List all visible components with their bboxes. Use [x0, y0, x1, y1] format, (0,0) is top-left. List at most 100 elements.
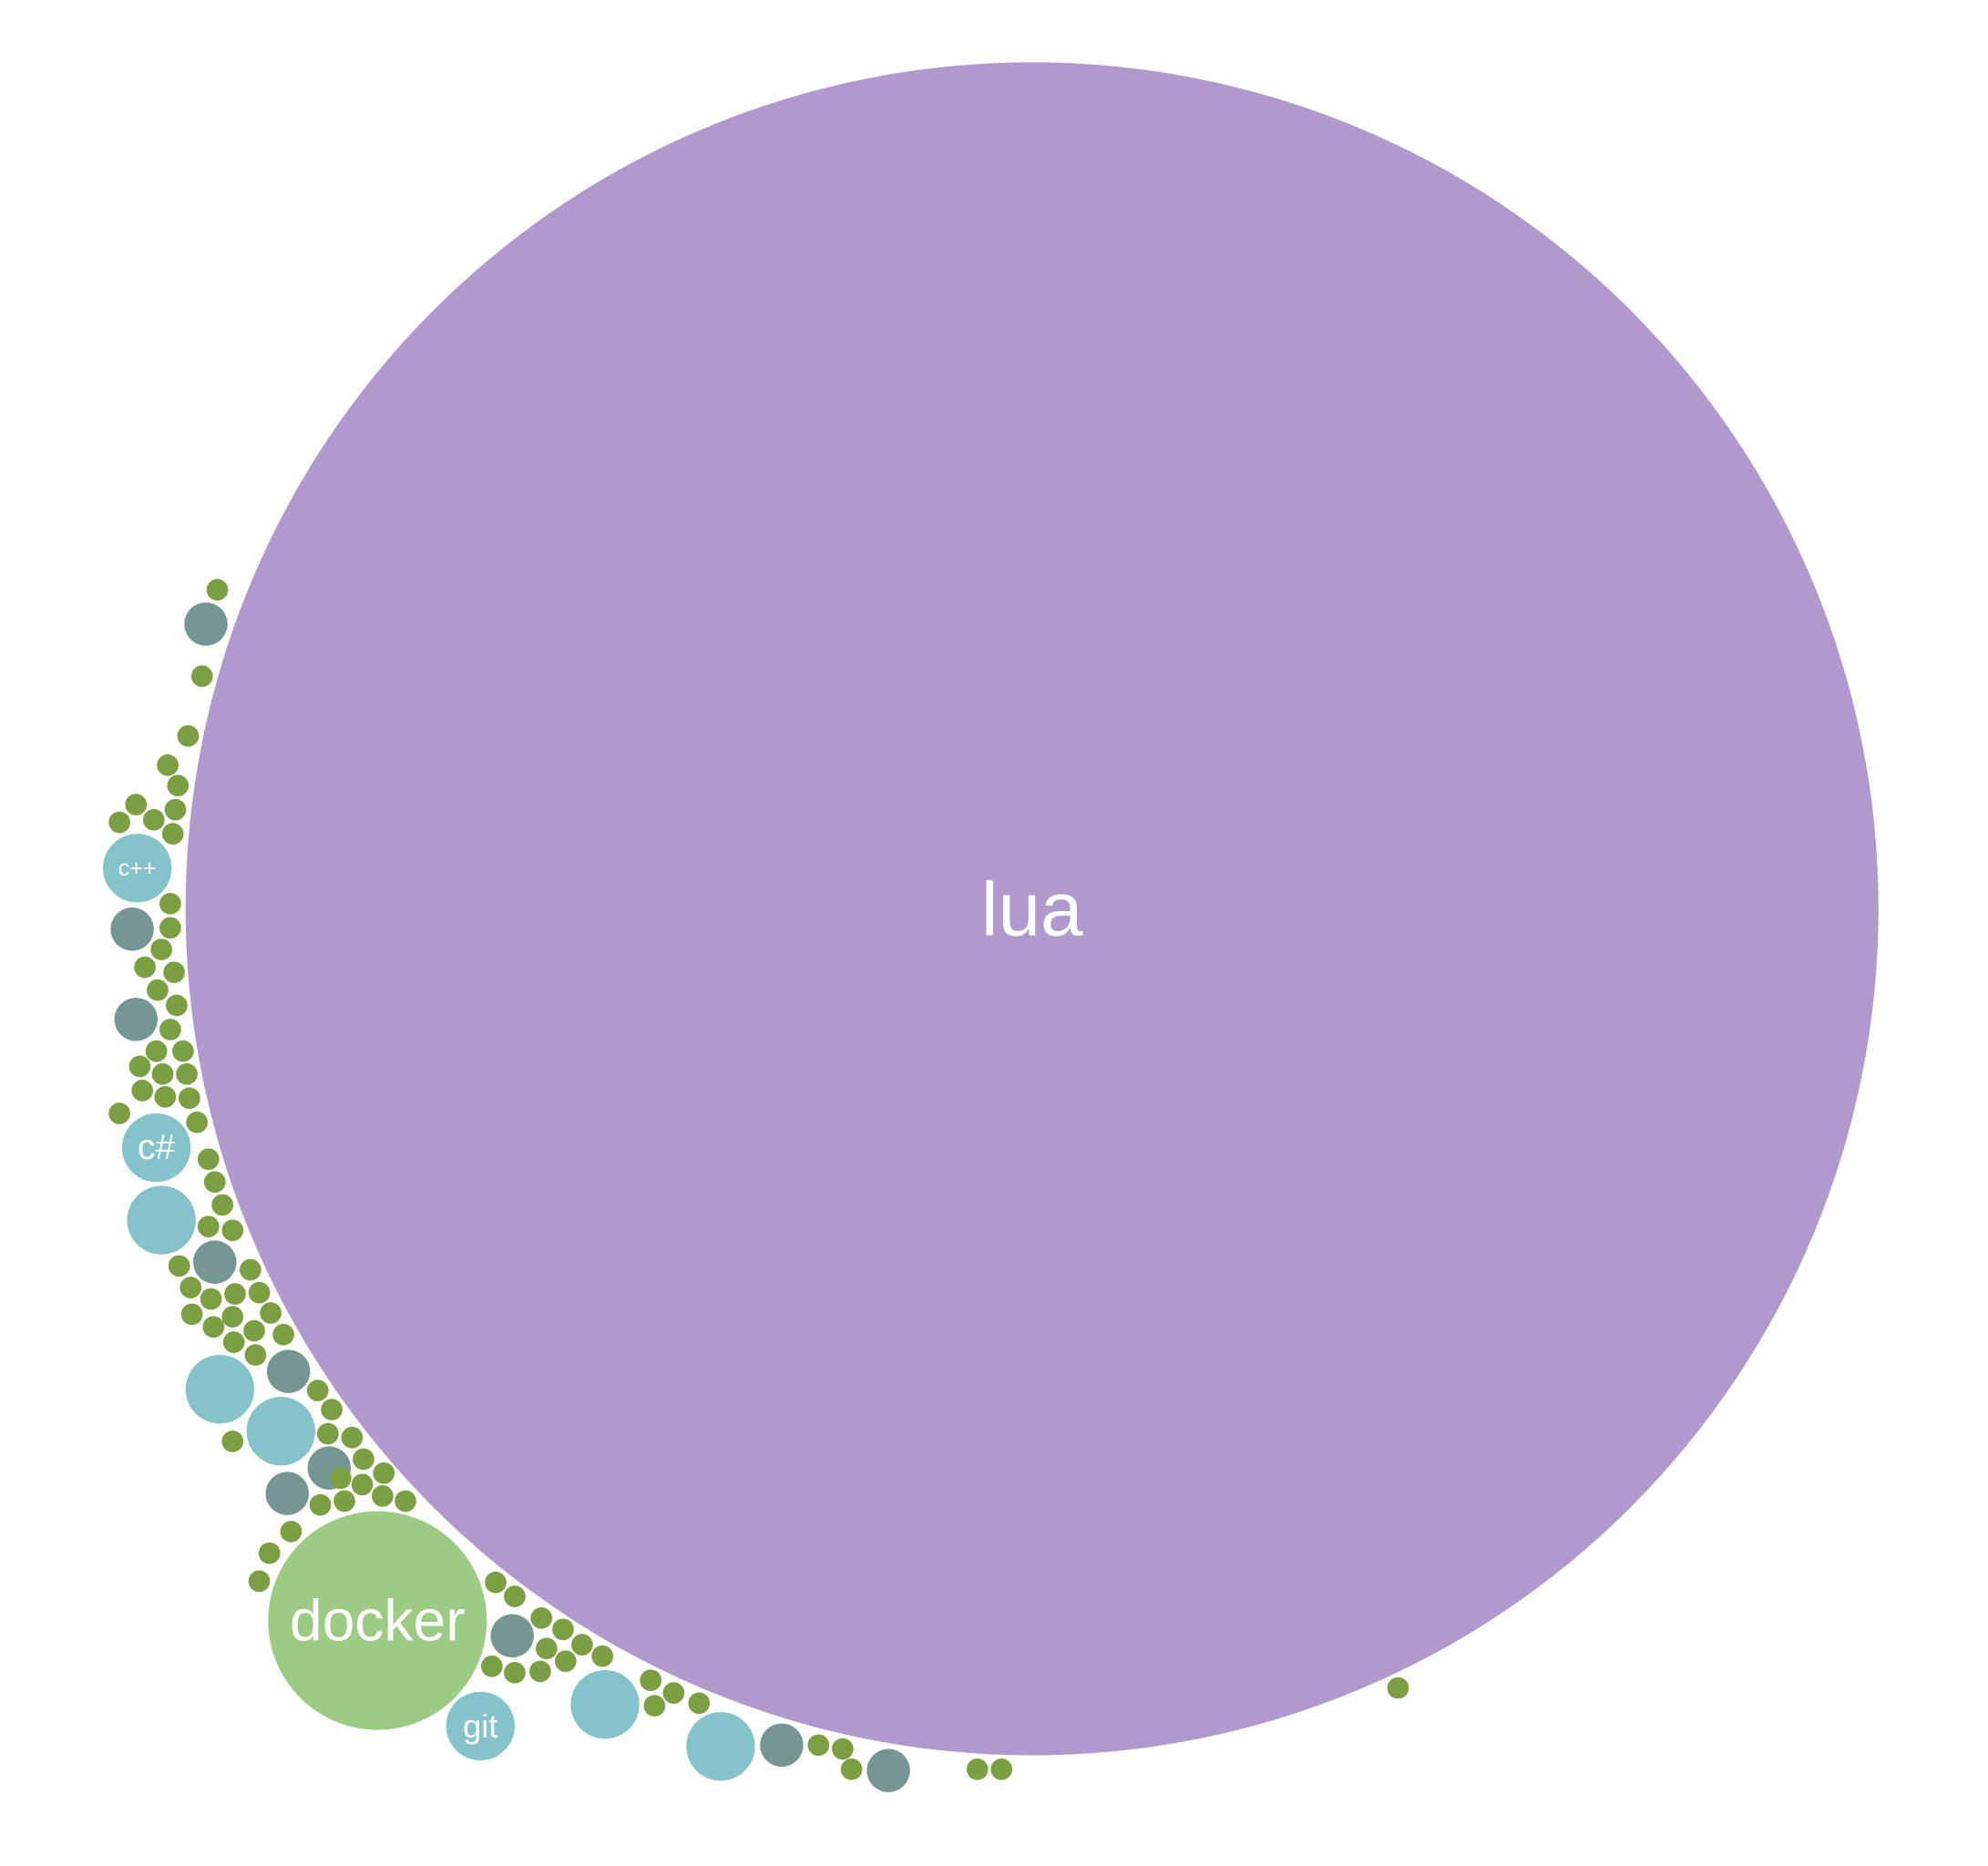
bubble-dark-teal-3: [114, 998, 158, 1041]
bubble-csharp: [121, 1113, 191, 1183]
bubble-olive-2: [190, 665, 213, 687]
bubble-olive-64: [485, 1571, 507, 1594]
bubble-olive-36: [179, 1276, 202, 1298]
bubble-olive-55: [373, 1461, 395, 1484]
bubble-olive-16: [147, 979, 169, 1001]
bubble-lua: [185, 62, 1879, 1756]
bubble-cplusplus: [102, 834, 172, 903]
bubble-teal-5: [686, 1712, 755, 1781]
bubble-olive-17: [166, 994, 188, 1017]
bubble-teal-2: [185, 1355, 254, 1424]
bubble-olive-54: [330, 1467, 352, 1490]
bubble-olive-12: [159, 917, 181, 939]
bubble-olive-43: [221, 1306, 244, 1328]
bubble-olive-18: [159, 1019, 181, 1041]
bubble-olive-41: [180, 1303, 203, 1326]
bubble-olive-79: [807, 1734, 830, 1757]
bubble-dark-teal-1: [184, 602, 228, 646]
bubble-label-csharp: c#: [138, 1128, 176, 1167]
bubble-olive-22: [151, 1062, 174, 1085]
bubble-olive-47: [244, 1344, 267, 1366]
bubble-olive-67: [504, 1661, 526, 1684]
bubble-label-lua: lua: [981, 866, 1083, 951]
bubble-dark-teal-9: [760, 1723, 804, 1768]
bubble-olive-58: [395, 1490, 416, 1512]
bubble-olive-14: [163, 961, 185, 984]
bubble-olive-25: [154, 1086, 177, 1108]
bubble-olive-13: [150, 938, 173, 960]
bubble-olive-57: [372, 1485, 394, 1507]
bubble-olive-27: [108, 1102, 130, 1124]
bubble-olive-80: [832, 1738, 854, 1760]
bubble-olive-19: [172, 1040, 194, 1062]
bubble-olive-73: [571, 1634, 593, 1656]
bubble-olive-60: [333, 1490, 355, 1512]
bubble-olive-45: [272, 1323, 294, 1346]
bubble-olive-52: [341, 1426, 364, 1449]
bubble-olive-72: [529, 1660, 551, 1683]
bubble-olive-31: [211, 1194, 233, 1216]
bubble-olive-81: [840, 1758, 863, 1780]
bubble-olive-9: [164, 798, 187, 821]
bubble-olive-49: [321, 1399, 343, 1420]
bubble-olive-7: [108, 811, 130, 834]
bubble-olive-42: [202, 1316, 225, 1338]
bubble-olive-23: [176, 1062, 198, 1085]
bubble-dark-teal-10: [866, 1748, 910, 1792]
bubble-dark-teal-8: [490, 1614, 534, 1658]
bubble-olive-3: [177, 724, 200, 747]
bubble-olive-51: [317, 1422, 339, 1445]
bubble-olive-11: [159, 892, 181, 915]
bubble-olive-66: [481, 1655, 503, 1677]
bubble-olive-28: [186, 1111, 209, 1133]
bubble-olive-34: [168, 1255, 190, 1277]
bubble-olive-32: [197, 1215, 220, 1238]
bubble-olive-35: [239, 1258, 261, 1281]
bubble-olive-6: [125, 794, 148, 815]
bubble-olive-65: [504, 1585, 526, 1607]
bubble-teal-1: [127, 1185, 196, 1255]
bubble-olive-40: [260, 1302, 282, 1324]
bubble-olive-44: [243, 1319, 265, 1342]
bubble-olive-76: [662, 1682, 685, 1704]
bubble-olive-71: [554, 1650, 577, 1673]
bubble-label-git: git: [463, 1707, 497, 1745]
bubble-docker: [268, 1511, 487, 1730]
bubble-olive-29: [197, 1148, 220, 1171]
bubble-olive-33: [221, 1219, 244, 1242]
bubble-olive-68: [530, 1606, 553, 1629]
bubble-olive-21: [128, 1055, 151, 1078]
bubble-git: [446, 1691, 515, 1761]
bubble-olive-10: [161, 823, 184, 845]
bubble-olive-48: [306, 1379, 329, 1401]
bubble-olive-5: [167, 774, 190, 796]
bubble-olive-1: [206, 579, 229, 601]
bubble-olive-4: [157, 754, 179, 776]
bubble-olive-77: [643, 1695, 666, 1717]
bubble-olive-78: [688, 1692, 711, 1715]
bubble-olive-62: [258, 1542, 281, 1564]
bubble-dark-teal-5: [266, 1349, 311, 1393]
bubble-olive-39: [248, 1281, 271, 1304]
bubble-dark-teal-7: [265, 1471, 309, 1515]
bubble-olive-75: [640, 1669, 662, 1692]
bubble-olive-15: [134, 956, 156, 979]
bubble-olive-8: [142, 808, 165, 831]
bubble-olive-56: [351, 1473, 374, 1496]
bubble-label-cplusplus: c++: [118, 856, 157, 881]
bubble-olive-70: [535, 1637, 558, 1660]
bubble-olive-20: [145, 1040, 168, 1062]
bubble-dark-teal-4: [193, 1240, 237, 1284]
bubble-olive-38: [224, 1283, 246, 1305]
bubble-olive-61: [280, 1521, 302, 1543]
bubble-olive-26: [178, 1087, 200, 1110]
bubble-olive-30: [203, 1171, 226, 1194]
bubble-label-docker: docker: [290, 1588, 466, 1654]
bubble-olive-24: [131, 1080, 154, 1102]
bubble-teal-4: [570, 1670, 640, 1739]
bubble-dark-teal-2: [110, 907, 154, 951]
bubble-olive-83: [990, 1758, 1013, 1780]
bubble-olive-82: [966, 1758, 989, 1780]
bubble-olive-37: [200, 1287, 222, 1310]
